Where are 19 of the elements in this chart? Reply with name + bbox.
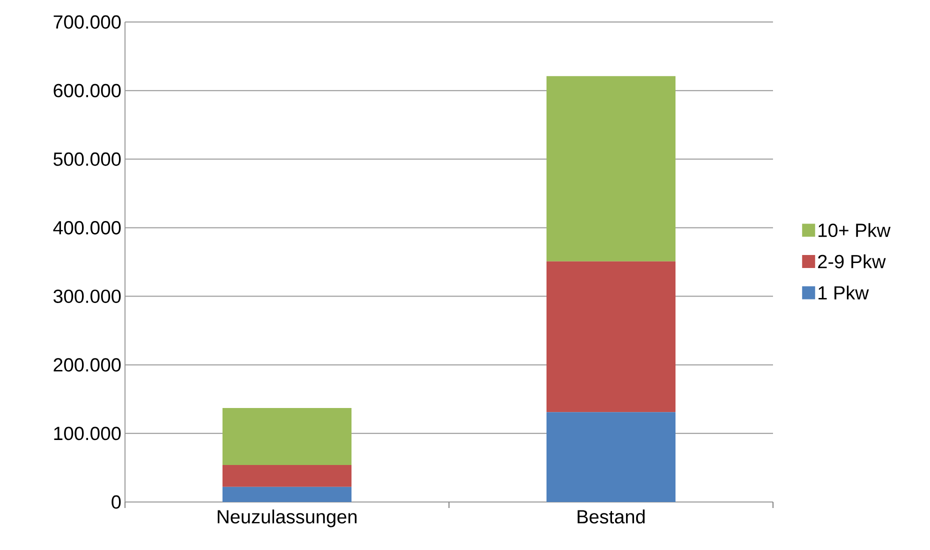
bar [222,486,352,502]
y-tick-label: 200.000 [54,358,121,372]
x-tick-label: Bestand [578,510,645,524]
legend-label: 1 Pkw [818,286,869,300]
legend-label: 10+ Pkw [818,223,891,238]
bar [546,412,676,502]
bar [222,408,352,465]
y-tick-label: 500.000 [54,152,121,166]
y-tick-label: 600.000 [54,84,121,98]
y-tick-label: 0 [112,495,121,509]
x-tick-label: Neuzulassungen [218,510,357,528]
y-tick-label: 400.000 [53,220,121,234]
legend-label: 2-9 Pkw [818,254,886,268]
bar [546,76,676,262]
bar [546,261,676,412]
bar [222,464,352,487]
y-tick-label: 700.000 [54,15,121,29]
y-tick-label: 100.000 [54,426,121,440]
y-tick-label: 300.000 [54,290,121,304]
